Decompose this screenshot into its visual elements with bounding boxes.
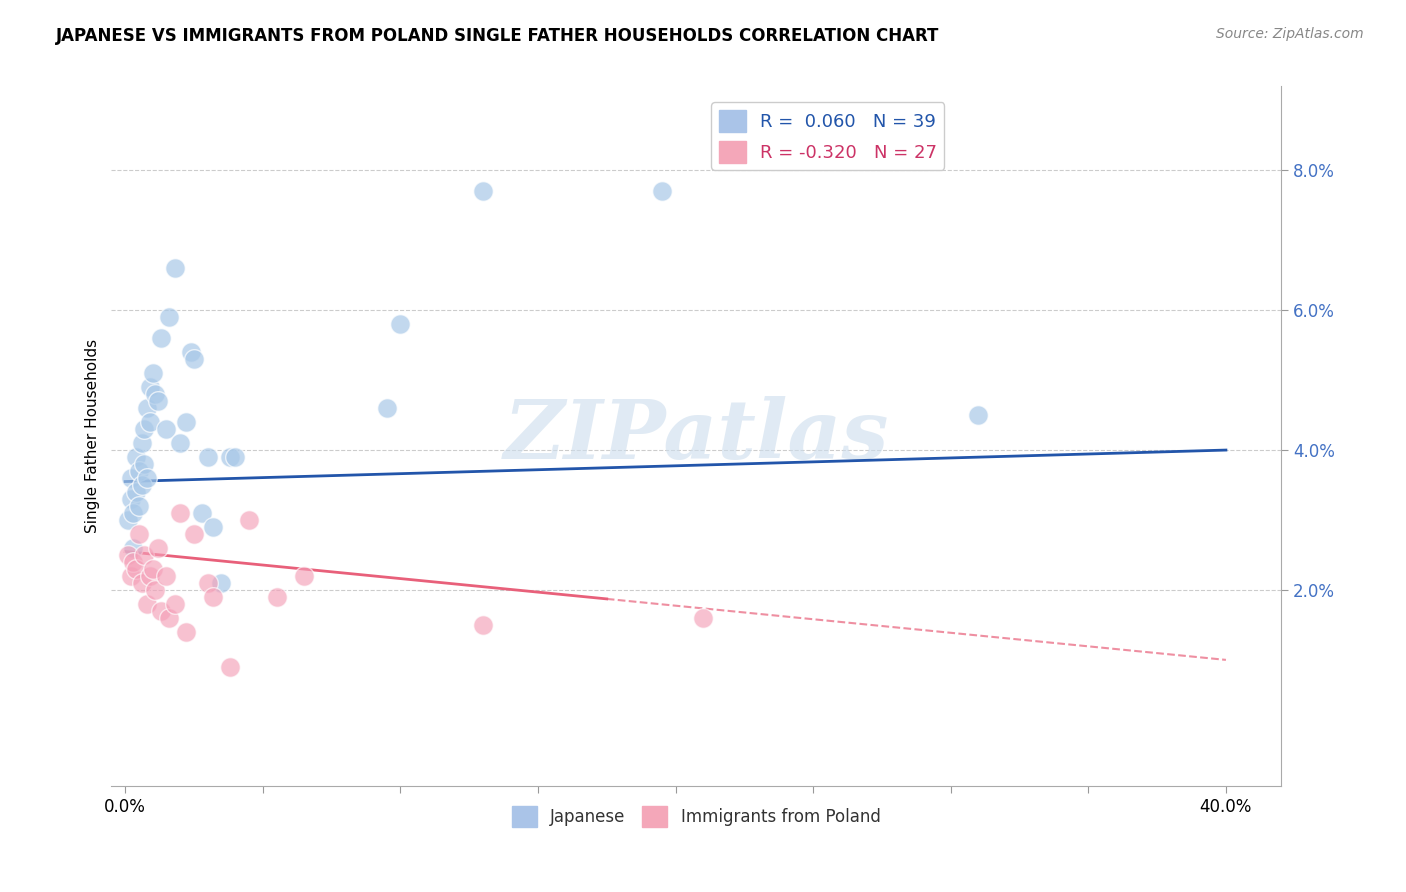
Point — [202, 520, 225, 534]
Point — [125, 450, 148, 464]
Point — [651, 184, 673, 198]
Point — [134, 422, 156, 436]
Point — [122, 555, 145, 569]
Point — [125, 562, 148, 576]
Point — [139, 415, 162, 429]
Point — [238, 513, 260, 527]
Point — [471, 184, 494, 198]
Point — [191, 506, 214, 520]
Text: Source: ZipAtlas.com: Source: ZipAtlas.com — [1216, 27, 1364, 41]
Point — [136, 401, 159, 416]
Point — [131, 576, 153, 591]
Point — [149, 604, 172, 618]
Point — [967, 408, 990, 422]
Point — [174, 624, 197, 639]
Point — [120, 569, 142, 583]
Point — [136, 471, 159, 485]
Point — [266, 590, 288, 604]
Point — [389, 317, 412, 331]
Point — [224, 450, 246, 464]
Point — [142, 562, 165, 576]
Text: ZIPatlas: ZIPatlas — [503, 396, 889, 476]
Point — [131, 436, 153, 450]
Point — [142, 366, 165, 380]
Legend: Japanese, Immigrants from Poland: Japanese, Immigrants from Poland — [505, 800, 887, 833]
Point — [128, 499, 150, 513]
Point — [148, 394, 170, 409]
Point — [169, 506, 191, 520]
Point — [183, 527, 205, 541]
Point — [155, 569, 177, 583]
Point — [211, 576, 233, 591]
Point — [134, 548, 156, 562]
Text: JAPANESE VS IMMIGRANTS FROM POLAND SINGLE FATHER HOUSEHOLDS CORRELATION CHART: JAPANESE VS IMMIGRANTS FROM POLAND SINGL… — [56, 27, 939, 45]
Point — [145, 582, 167, 597]
Point — [155, 422, 177, 436]
Point — [692, 611, 714, 625]
Point — [125, 485, 148, 500]
Point — [471, 618, 494, 632]
Point — [120, 491, 142, 506]
Point — [139, 569, 162, 583]
Point — [375, 401, 398, 416]
Point — [128, 527, 150, 541]
Point — [134, 457, 156, 471]
Point — [149, 331, 172, 345]
Point — [180, 345, 202, 359]
Point — [292, 569, 315, 583]
Point — [122, 506, 145, 520]
Point — [218, 450, 240, 464]
Point — [117, 513, 139, 527]
Point — [163, 261, 186, 276]
Point — [117, 548, 139, 562]
Point — [157, 310, 180, 325]
Point — [145, 387, 167, 401]
Point — [122, 541, 145, 555]
Point — [128, 464, 150, 478]
Point — [136, 597, 159, 611]
Point — [120, 471, 142, 485]
Point — [157, 611, 180, 625]
Point — [148, 541, 170, 555]
Point — [169, 436, 191, 450]
Point — [197, 576, 219, 591]
Point — [218, 660, 240, 674]
Point — [163, 597, 186, 611]
Point — [174, 415, 197, 429]
Point — [202, 590, 225, 604]
Y-axis label: Single Father Households: Single Father Households — [86, 339, 100, 533]
Point — [139, 380, 162, 394]
Point — [183, 352, 205, 367]
Point — [197, 450, 219, 464]
Point — [131, 478, 153, 492]
